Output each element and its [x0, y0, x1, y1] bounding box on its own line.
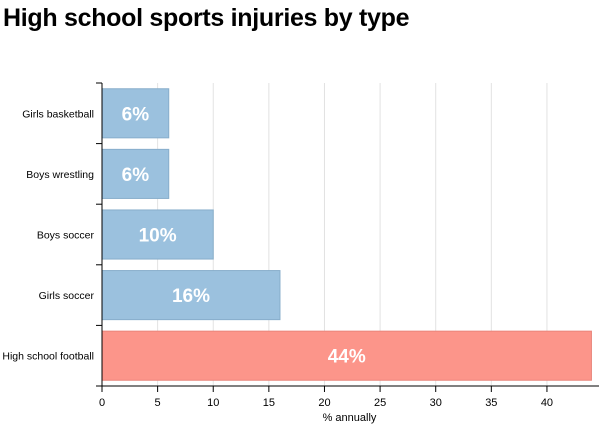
x-tick-label: 30	[430, 397, 442, 409]
x-tick-label: 5	[155, 397, 161, 409]
x-tick-label: 15	[263, 397, 275, 409]
data-label: 10%	[139, 226, 177, 247]
data-label: 16%	[172, 286, 210, 307]
x-tick-label: 20	[318, 397, 330, 409]
x-tick-label: 35	[485, 397, 497, 409]
category-label: Girls basketball	[22, 108, 94, 120]
x-tick-label: 25	[374, 397, 386, 409]
category-label: Boys wrestling	[26, 169, 94, 181]
x-tick-label: 40	[541, 397, 553, 409]
category-label: Girls soccer	[39, 290, 95, 302]
data-label: 44%	[328, 347, 366, 368]
x-axis-title: % annually	[323, 412, 377, 424]
data-label: 6%	[122, 165, 150, 186]
data-label: 6%	[122, 104, 150, 125]
category-label: High school football	[2, 351, 94, 363]
chart-title: High school sports injuries by type	[3, 4, 410, 32]
x-tick-label: 10	[207, 397, 219, 409]
bars: 6% 6% 10% 16% 44%	[101, 88, 592, 381]
bar-boys-wrestling	[101, 148, 170, 199]
axes: Girls basketball Boys wrestling Boys socce…	[2, 82, 599, 409]
x-tick-label: 0	[99, 397, 105, 409]
bar-girls-soccer	[101, 270, 281, 321]
bar-high-school-football	[101, 330, 592, 381]
bar-girls-basketball	[101, 88, 170, 139]
category-label: Boys soccer	[37, 230, 95, 242]
